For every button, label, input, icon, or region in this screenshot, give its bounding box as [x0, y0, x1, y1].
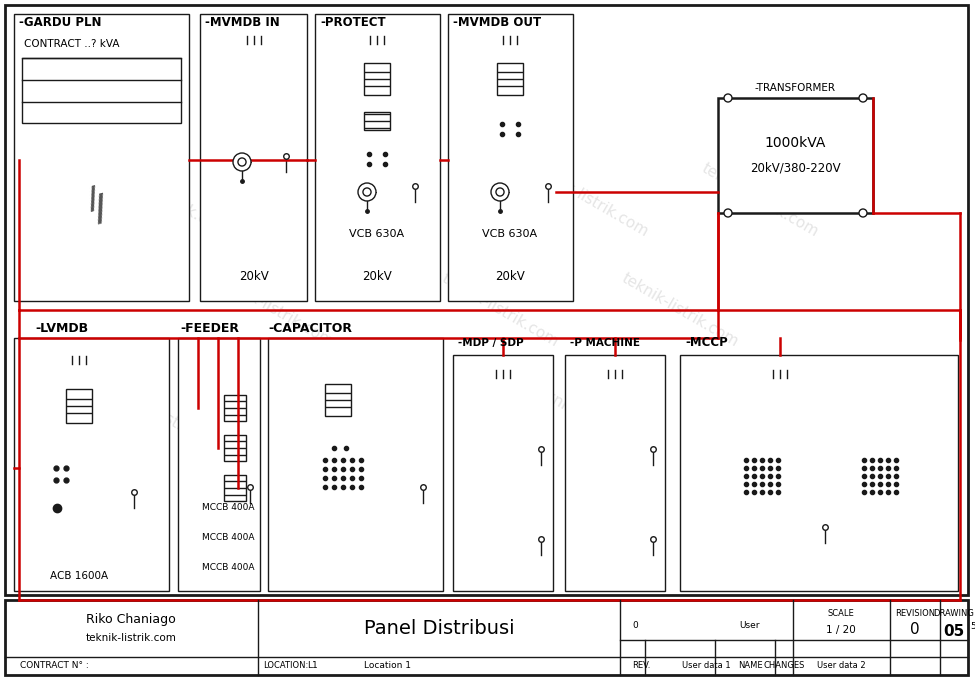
Text: -MVMDB IN: -MVMDB IN [205, 16, 280, 29]
Circle shape [363, 188, 371, 196]
Circle shape [724, 209, 732, 217]
Text: 20kV: 20kV [362, 269, 392, 282]
Text: -MDP / SDP: -MDP / SDP [458, 338, 524, 348]
Text: -MCCP: -MCCP [685, 337, 727, 350]
Text: -TRANSFORMER: -TRANSFORMER [755, 83, 836, 93]
Text: teknik-listrik.com: teknik-listrik.com [619, 271, 741, 350]
Circle shape [238, 158, 246, 166]
Circle shape [233, 153, 251, 171]
Text: teknik-listrik.com: teknik-listrik.com [699, 380, 821, 460]
Bar [14, 14, 189, 301]
Text: teknik-listrik.com: teknik-listrik.com [86, 633, 176, 643]
Bar [718, 98, 873, 213]
Text: NAME: NAME [738, 662, 762, 670]
Text: User data 2: User data 2 [817, 662, 866, 670]
Circle shape [859, 209, 867, 217]
Bar [5, 600, 968, 675]
Bar [565, 355, 665, 591]
Text: User: User [740, 622, 760, 630]
Text: -CAPACITOR: -CAPACITOR [268, 322, 352, 335]
Text: -MVMDB OUT: -MVMDB OUT [453, 16, 541, 29]
Text: 1 / 20: 1 / 20 [826, 625, 856, 635]
Bar [364, 112, 390, 130]
Bar [178, 338, 260, 591]
Text: teknik-listrik.com: teknik-listrik.com [319, 160, 441, 239]
Text: LOCATION:: LOCATION: [263, 662, 308, 670]
Text: 0: 0 [911, 622, 919, 638]
Text: teknik-listrik.com: teknik-listrik.com [109, 380, 231, 460]
Text: User data 1: User data 1 [682, 662, 730, 670]
Text: VCB 630A: VCB 630A [349, 229, 405, 239]
Text: teknik-listrik.com: teknik-listrik.com [439, 271, 561, 350]
Text: 05: 05 [944, 624, 964, 639]
Text: /: / [84, 184, 102, 214]
Text: REVISION: REVISION [895, 609, 935, 619]
Bar [325, 384, 351, 416]
Text: -FEEDER: -FEEDER [180, 322, 239, 335]
Text: SCALE: SCALE [828, 609, 854, 619]
Bar [364, 63, 390, 95]
Circle shape [491, 183, 509, 201]
Text: ACB 1600A: ACB 1600A [50, 571, 108, 581]
Text: 20kV: 20kV [495, 269, 525, 282]
Text: 5/5/2019: 5/5/2019 [970, 622, 975, 630]
Text: 0: 0 [632, 622, 638, 630]
Text: DRAWING: DRAWING [934, 609, 974, 619]
Text: REV.: REV. [632, 662, 650, 670]
Text: VCB 630A: VCB 630A [483, 229, 537, 239]
Bar [453, 355, 553, 591]
Text: -PROTECT: -PROTECT [320, 16, 386, 29]
Bar [224, 475, 246, 501]
Text: teknik-listrik.com: teknik-listrik.com [214, 271, 336, 350]
Bar [448, 14, 573, 301]
Bar [315, 14, 440, 301]
Text: MCCB 400A: MCCB 400A [203, 564, 255, 573]
Circle shape [859, 94, 867, 102]
Bar [200, 14, 307, 301]
Text: 1000kVA: 1000kVA [764, 136, 826, 150]
Text: MCCB 400A: MCCB 400A [203, 534, 255, 543]
Text: teknik-listrik.com: teknik-listrik.com [699, 160, 821, 239]
Bar [14, 338, 169, 591]
Bar [680, 355, 958, 591]
Text: Riko Chaniago: Riko Chaniago [86, 613, 176, 626]
Bar [268, 338, 443, 591]
Text: 20kV: 20kV [239, 269, 269, 282]
Text: teknik-listrik.com: teknik-listrik.com [529, 380, 651, 460]
Text: CHANGES: CHANGES [763, 662, 804, 670]
Text: /: / [91, 191, 112, 227]
Text: teknik-listrik.com: teknik-listrik.com [109, 160, 231, 239]
Text: L1: L1 [308, 662, 319, 670]
Circle shape [358, 183, 376, 201]
Text: -P MACHINE: -P MACHINE [570, 338, 640, 348]
Circle shape [496, 188, 504, 196]
Bar [5, 5, 968, 595]
Text: -LVMDB: -LVMDB [35, 322, 88, 335]
Text: teknik-listrik.com: teknik-listrik.com [529, 160, 651, 239]
Text: teknik-listrik.com: teknik-listrik.com [319, 380, 441, 460]
Text: 20kV/380-220V: 20kV/380-220V [750, 162, 840, 175]
Text: MCCB 400A: MCCB 400A [203, 503, 255, 513]
Bar [224, 395, 246, 421]
Bar [66, 389, 92, 423]
Text: Location 1: Location 1 [365, 662, 411, 670]
Bar [22, 58, 181, 123]
Text: CONTRACT N° :: CONTRACT N° : [20, 662, 89, 670]
Text: CONTRACT ..? kVA: CONTRACT ..? kVA [24, 39, 120, 49]
Bar [497, 63, 523, 95]
Text: -GARDU PLN: -GARDU PLN [19, 16, 101, 29]
Circle shape [724, 94, 732, 102]
Bar [224, 435, 246, 461]
Text: Panel Distribusi: Panel Distribusi [364, 619, 515, 638]
